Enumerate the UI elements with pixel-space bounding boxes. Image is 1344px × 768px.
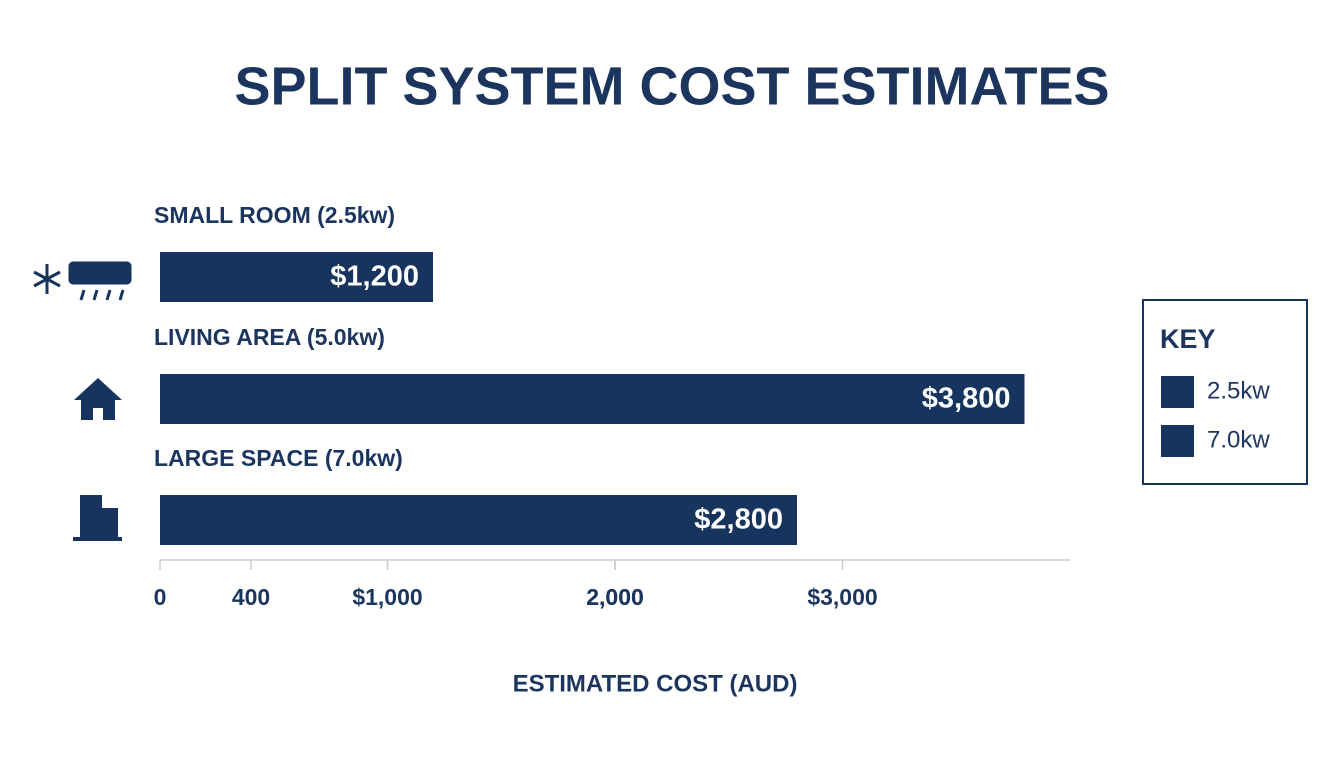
category-label: SMALL ROOM (2.5kw) (154, 202, 395, 228)
bar (160, 252, 433, 302)
value-label: $1,200 (330, 261, 419, 293)
legend-swatch (1161, 425, 1194, 457)
x-tick-label: $3,000 (807, 584, 877, 610)
x-tick-label: 0 (154, 584, 167, 610)
chart-title: SPLIT SYSTEM COST ESTIMATES (234, 56, 1109, 116)
legend-label: 7.0kw (1207, 426, 1270, 453)
x-tick-label: 400 (232, 584, 270, 610)
bar (160, 374, 1025, 424)
legend-swatch (1161, 376, 1194, 408)
x-tick-label: 2,000 (586, 584, 644, 610)
building-icon (73, 495, 122, 541)
category-label: LARGE SPACE (7.0kw) (154, 445, 403, 471)
value-label: $2,800 (694, 504, 783, 536)
category-label: LIVING AREA (5.0kw) (154, 324, 385, 350)
value-label: $3,800 (922, 383, 1011, 415)
ac-icon (33, 261, 132, 301)
x-axis-title: ESTIMATED COST (AUD) (513, 670, 798, 697)
x-tick-label: 2,000 (586, 584, 644, 610)
x-tick-label: $1,000 (352, 584, 422, 610)
house-icon (74, 378, 122, 420)
legend-label: 2.5kw (1207, 377, 1270, 404)
legend-title: KEY (1160, 324, 1216, 354)
bar (160, 495, 797, 545)
legend-box (1142, 299, 1308, 485)
